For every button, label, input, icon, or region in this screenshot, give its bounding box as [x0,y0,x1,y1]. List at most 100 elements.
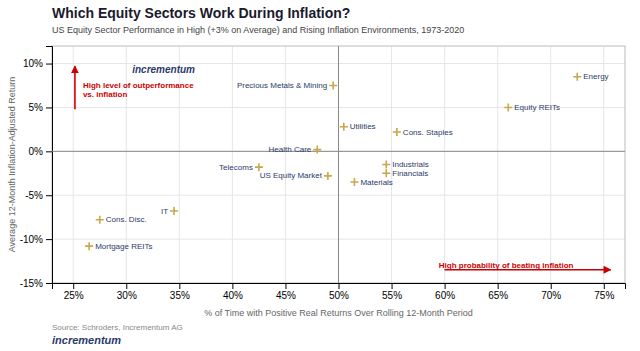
point-label: IT [161,207,168,216]
annotation-line: incrementum [132,64,195,75]
point-label: US Equity Market [260,171,323,180]
plot-frame [52,46,625,283]
y-tick: 10% [23,58,52,69]
point-label: Health Care [269,145,312,154]
grid-line-x [603,46,604,283]
y-tick-label: -15% [20,278,43,289]
point [504,103,512,111]
watermark: incrementum [132,64,195,75]
y-tick: 0% [29,146,52,157]
y-tick-label: -5% [25,190,43,201]
y-tick-mark [46,64,52,65]
y-tick: -10% [20,234,52,245]
point-label: Energy [583,72,608,81]
y-tick-mark [46,107,52,108]
branding: incrementum [52,334,121,346]
point [324,172,332,180]
point [96,216,104,224]
x-tick: 35% [170,283,190,301]
point-label: Mortgage REITs [95,242,152,251]
point-label: Cons. Staples [403,128,453,137]
x-tick: 55% [382,283,402,301]
point [340,123,348,131]
point [573,73,581,81]
point-label: Cons. Disc. [106,215,147,224]
grid-line-x [444,46,445,283]
point-label: Telecoms [219,163,253,172]
y-axis: -15% -10% -5% 0% 5% 10% [20,47,53,289]
x-tick-label: 50% [329,290,349,301]
grid-line-x [73,46,74,283]
x-tick-label: 60% [435,290,455,301]
grid-line-x [338,46,339,283]
x-axis-title: % of Time with Positive Real Returns Ove… [204,308,473,318]
point-labels: Precious Metals & Mining Energy Equity REI… [95,72,608,250]
point-label: Equity REITs [514,103,560,112]
point [313,146,321,154]
point-label: Precious Metals & Mining [237,81,327,90]
x-tick-mark [285,283,286,289]
title: Which Equity Sectors Work During Inflati… [52,5,350,21]
x-tick: 50% [329,283,349,301]
x-tick-mark [179,283,180,289]
point [255,163,263,171]
source: Source: Schroders, Incrementum AG [52,323,183,332]
x-tick-mark [604,283,605,289]
x-tick-mark [73,283,74,289]
plot-area [52,46,625,283]
y-tick-mark [46,151,52,152]
y-axis-title: Average 12-Month Inflation-Adjusted Retu… [7,77,17,252]
x-tick-label: 55% [382,290,402,301]
x-tick-mark [551,283,552,289]
point-label: Industrials [392,160,428,169]
annotations: High level of outperformancevs. inflatio… [75,64,611,270]
annotation-line: vs. inflation [83,90,128,99]
y-tick-label: 10% [23,58,43,69]
x-tick: 40% [223,283,243,301]
y-tick-mark [46,283,52,284]
x-tick-label: 25% [64,290,84,301]
y-tick: 5% [29,102,52,113]
x-tick: 30% [117,283,137,301]
point [382,169,390,177]
y-tick-mark [46,195,52,196]
x-tick-label: 45% [276,290,296,301]
x-tick-label: 30% [117,290,137,301]
x-tick-label: 40% [223,290,243,301]
subtitle: US Equity Sector Performance in High (+3… [52,25,464,35]
y-tick-label: -10% [20,234,43,245]
annotation-arrow [74,66,76,109]
grid [52,46,625,283]
point [170,207,178,215]
x-tick-label: 70% [541,290,561,301]
point [393,128,401,136]
y-tick-label: 5% [29,102,44,113]
y-axis-line [46,47,53,284]
x-tick-label: 65% [488,290,508,301]
x-tick-label: 75% [594,290,614,301]
x-tick: 45% [276,283,296,301]
point [382,161,390,169]
annotation-line: High level of outperformance [83,81,194,90]
grid-line-x [497,46,498,283]
point-label: Financials [392,169,428,178]
chart: Which Equity Sectors Work During Inflati… [0,0,640,351]
x-tick: 75% [594,283,614,301]
point-label: Materials [360,178,392,187]
x-tick-label: 35% [170,290,190,301]
y-tick: -15% [20,278,52,289]
y-tick-label: 0% [29,146,44,157]
x-tick: 25% [64,283,84,301]
x-tick-mark [232,283,233,289]
grid-line-x [550,46,551,283]
x-axis-line [53,284,626,290]
point [329,82,337,90]
reference-line [338,46,339,283]
annotation-line: High probability of beating inflation [439,261,574,270]
x-tick-mark [445,283,446,289]
y-tick: -5% [25,190,52,201]
x-tick: 65% [488,283,508,301]
x-tick: 70% [541,283,561,301]
x-axis: 25% 30% 35% 40% 45% 50% 55% 60% 65% 70% 75% [53,283,626,301]
x-tick-mark [392,283,393,289]
